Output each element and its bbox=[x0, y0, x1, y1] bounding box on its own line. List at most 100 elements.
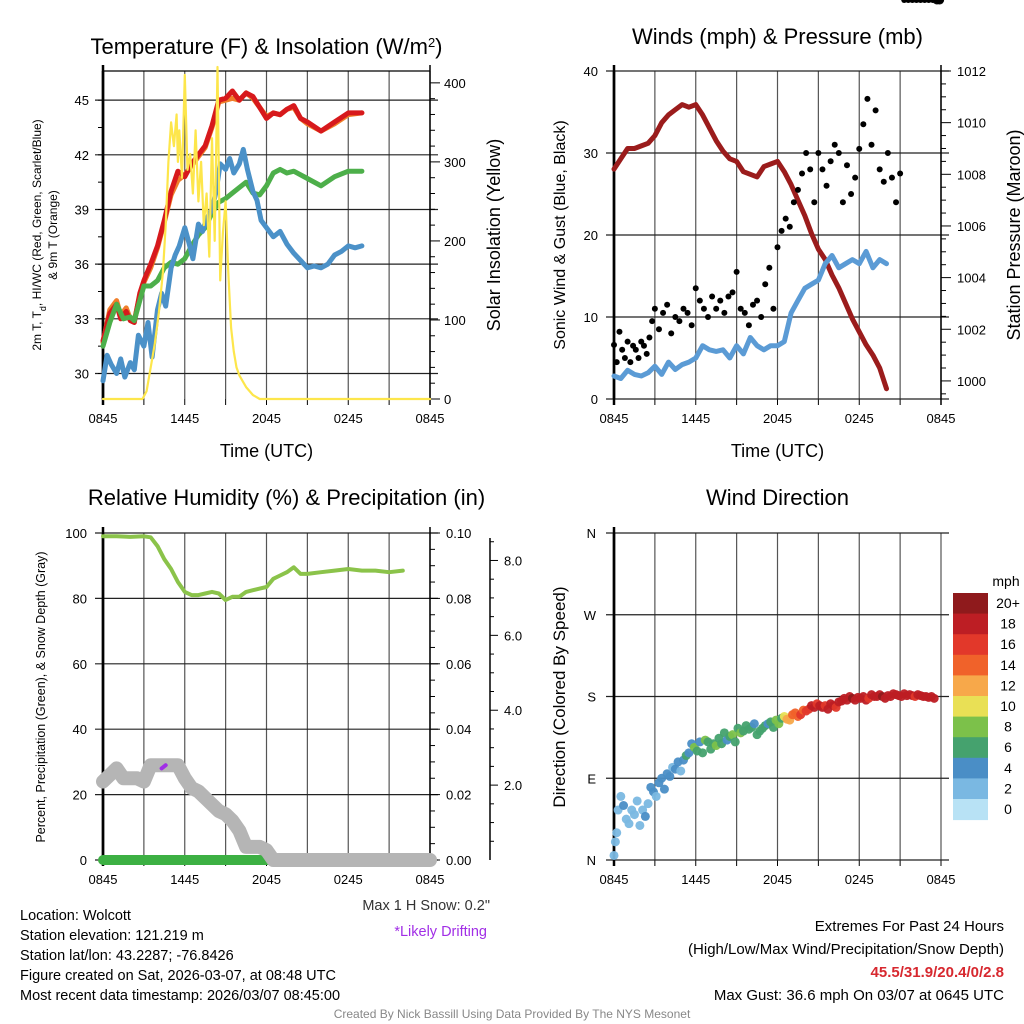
winds-series-gust-point bbox=[839, 199, 846, 206]
wind-direction-point bbox=[619, 801, 629, 810]
winds-y2tick-label: 1012 bbox=[957, 64, 986, 79]
winds-series-gust-point bbox=[741, 309, 748, 316]
humidity-y3tick-label: 8.0 bbox=[504, 553, 522, 568]
winds-xtick-label: 0845 bbox=[927, 411, 956, 426]
winds-series-gust-point bbox=[856, 145, 863, 152]
humidity-title: Relative Humidity (%) & Precipitation (i… bbox=[88, 485, 485, 510]
temperature-xtick-label: 0845 bbox=[89, 411, 118, 426]
winds-series-gust-point bbox=[635, 355, 642, 361]
winds-series-gust-point bbox=[843, 162, 850, 169]
wind-direction-point bbox=[609, 850, 619, 860]
wind-direction-point bbox=[640, 811, 650, 821]
wind-direction-ylabel: Direction (Colored By Speed) bbox=[550, 586, 569, 807]
wind-speed-legend-title: mph bbox=[992, 573, 1019, 589]
wind-speed-legend-label: 4 bbox=[1004, 760, 1012, 776]
winds-ytick-label: 30 bbox=[584, 146, 598, 161]
winds-series-gust-point bbox=[700, 305, 707, 312]
latlon-label: Station lat/lon: 43.2287; -76.8426 bbox=[20, 948, 234, 964]
wind-direction-point bbox=[616, 791, 626, 801]
winds-series-station-pressure bbox=[611, 102, 889, 392]
wind-speed-legend-label: 12 bbox=[1000, 677, 1016, 693]
wind-speed-legend-swatch bbox=[953, 696, 988, 718]
winds-series-gust-point bbox=[721, 309, 728, 316]
wind-speed-legend-label: 14 bbox=[1000, 657, 1016, 673]
winds-series-gust-point bbox=[749, 301, 756, 308]
humidity-xtick-label: 0845 bbox=[89, 872, 118, 887]
wind-speed-legend-swatch bbox=[953, 613, 988, 635]
winds-series-gust-point bbox=[803, 150, 810, 156]
wind-direction-xtick-label: 0845 bbox=[600, 872, 629, 887]
wind-direction-point bbox=[730, 737, 740, 747]
wind-speed-legend-swatch bbox=[953, 716, 988, 738]
humidity-ytick-label: 40 bbox=[73, 722, 87, 737]
winds-series-gust-point bbox=[758, 314, 765, 320]
wind-speed-legend-swatch bbox=[953, 778, 988, 800]
winds-series-gust-point bbox=[676, 318, 683, 325]
temperature-y2tick-label: 100 bbox=[444, 313, 466, 328]
winds-series-gust-point bbox=[705, 314, 712, 320]
winds-series-gust-point bbox=[660, 309, 667, 316]
winds-series-gust-point bbox=[737, 305, 744, 312]
wind-speed-legend-label: 10 bbox=[1000, 698, 1016, 714]
temperature-xlabel: Time (UTC) bbox=[220, 441, 313, 461]
wind-direction-xtick-label: 1445 bbox=[681, 872, 710, 887]
wind-direction-point bbox=[635, 820, 645, 830]
winds-series-gust-point bbox=[786, 223, 793, 230]
winds-series-gust-point bbox=[819, 166, 826, 173]
wind-direction-xtick-label: 0245 bbox=[845, 872, 874, 887]
wind-direction-point bbox=[632, 796, 642, 806]
humidity-series-likely-drifting bbox=[159, 763, 168, 771]
humidity-ytick-label: 0 bbox=[80, 853, 87, 868]
winds-series-gust-point bbox=[624, 338, 631, 345]
winds-series-gust-point bbox=[627, 359, 634, 366]
temperature-ytick-label: 30 bbox=[75, 366, 89, 381]
winds-series-gust-point bbox=[668, 330, 675, 337]
temperature-y2tick-label: 400 bbox=[444, 76, 466, 91]
winds-series-gust-point bbox=[815, 150, 822, 156]
winds-xtick-label: 1445 bbox=[681, 411, 710, 426]
humidity-y2tick-label: 0.08 bbox=[446, 591, 471, 606]
wind-direction-point bbox=[676, 766, 686, 776]
winds-series-gust-point bbox=[893, 199, 900, 206]
wind-speed-legend-label: 0 bbox=[1004, 801, 1012, 817]
winds-xtick-label: 2045 bbox=[763, 411, 792, 426]
wind-direction-point bbox=[612, 828, 622, 838]
wind-direction-point bbox=[665, 771, 675, 781]
winds-series-gust-point bbox=[880, 178, 887, 185]
location-label: Location: Wolcott bbox=[20, 908, 131, 924]
winds-series-gust-point bbox=[835, 150, 842, 156]
temperature-ytick-label: 33 bbox=[75, 312, 89, 327]
temperature-ytick-label: 39 bbox=[75, 202, 89, 217]
wind-direction-point bbox=[629, 810, 639, 820]
winds-series-gust-point bbox=[651, 305, 658, 312]
wind-direction-point bbox=[610, 837, 620, 847]
temperature-y2tick-label: 300 bbox=[444, 155, 466, 170]
max-gust-label: Max Gust: 36.6 mph On 03/07 at 0645 UTC bbox=[713, 987, 1004, 1004]
winds-series-gust-point bbox=[790, 199, 797, 206]
winds-series-gust-point bbox=[680, 305, 687, 312]
winds-xlabel: Time (UTC) bbox=[731, 441, 824, 461]
humidity-ytick-label: 60 bbox=[73, 657, 87, 672]
temperature-y2tick-label: 0 bbox=[444, 392, 451, 407]
winds-series-gust-point bbox=[778, 227, 785, 234]
created-label: Figure created on Sat, 2026-03-07, at 08… bbox=[20, 968, 336, 984]
temperature-y2tick-label: 200 bbox=[444, 234, 466, 249]
winds-xtick-label: 0845 bbox=[600, 411, 629, 426]
winds-y2tick-label: 1004 bbox=[957, 271, 986, 286]
wind-speed-legend-swatch bbox=[953, 675, 988, 697]
winds-series-gust-point bbox=[831, 141, 838, 148]
extremes-subtitle: (High/Low/Max Wind/Precipitation/Snow De… bbox=[688, 941, 1004, 958]
winds-y2label: Station Pressure (Maroon) bbox=[1004, 129, 1024, 340]
winds-ytick-label: 0 bbox=[591, 392, 598, 407]
temperature-y2label: Solar Insolation (Yellow) bbox=[484, 139, 504, 331]
winds-series-gust-point bbox=[649, 318, 656, 325]
temperature-xtick-label: 0845 bbox=[416, 411, 445, 426]
winds-y2tick-label: 1006 bbox=[957, 219, 986, 234]
humidity-xtick-label: 2045 bbox=[252, 872, 281, 887]
humidity-xtick-label: 0845 bbox=[416, 872, 445, 887]
wind-direction-xtick-label: 2045 bbox=[763, 872, 792, 887]
wind-direction-ytick-label: N bbox=[587, 526, 596, 541]
wind-direction-point bbox=[624, 819, 634, 829]
winds-series-gust-point bbox=[616, 328, 623, 335]
humidity-xtick-label: 0245 bbox=[334, 872, 363, 887]
